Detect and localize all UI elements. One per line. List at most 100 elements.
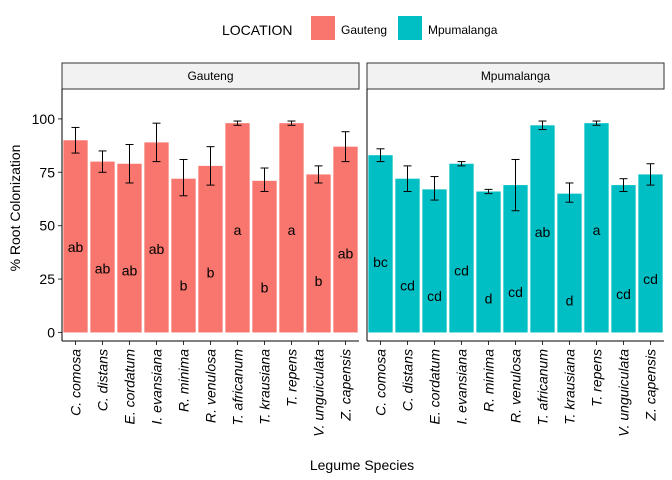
significance-letter: b <box>315 273 323 289</box>
bar <box>584 123 609 333</box>
bar <box>252 180 277 333</box>
legend: LOCATION Gauteng Mpumalanga <box>222 16 498 40</box>
significance-letter: ab <box>68 239 84 255</box>
bar <box>63 140 88 333</box>
bar <box>279 123 304 333</box>
y-tick-label: 100 <box>32 111 56 127</box>
y-tick-label: 25 <box>39 271 55 287</box>
x-tick-label: R. venulosa <box>508 349 524 423</box>
x-tick-label: Z. capensis <box>338 349 354 422</box>
error-bar <box>376 148 385 163</box>
facet-strip-label: Gauteng <box>187 69 233 83</box>
significance-letter: ab <box>95 260 111 276</box>
bar <box>449 163 474 333</box>
significance-letter: cd <box>616 286 631 302</box>
bar <box>198 165 223 333</box>
bar <box>171 178 196 333</box>
error-bar <box>646 163 655 186</box>
significance-letter: d <box>566 292 574 308</box>
x-tick-label: V. unguiculata <box>311 349 327 437</box>
legend-swatch-mpumalanga <box>398 16 422 40</box>
significance-letter: ab <box>149 241 165 257</box>
y-tick-label: 50 <box>39 218 55 234</box>
bar <box>476 191 501 333</box>
significance-letter: a <box>288 222 296 238</box>
x-tick-label: C. distans <box>400 349 416 411</box>
significance-letter: cd <box>643 271 658 287</box>
x-tick-label: T. repens <box>284 349 300 407</box>
legend-swatch-gauteng <box>311 16 335 40</box>
bar <box>117 163 142 333</box>
significance-letter: cd <box>508 284 523 300</box>
error-bar <box>565 182 574 203</box>
bar <box>530 125 555 333</box>
error-bar <box>592 120 601 126</box>
error-bar <box>403 165 412 193</box>
x-tick-label: C. comosa <box>373 349 389 416</box>
facet-strip <box>61 62 360 90</box>
significance-letter: ab <box>338 245 354 261</box>
error-bar <box>152 122 161 163</box>
y-tick-label: 75 <box>39 164 55 180</box>
bar <box>225 123 250 333</box>
y-axis-title: % Root Colonization <box>7 145 23 272</box>
bar <box>306 174 331 333</box>
error-bar <box>206 146 215 186</box>
x-tick-label: R. minima <box>481 349 497 412</box>
error-bar <box>98 150 107 173</box>
bar <box>422 189 447 333</box>
bar <box>368 155 393 333</box>
legend-label-mpumalanga: Mpumalanga <box>428 23 498 37</box>
x-tick-label: R. minima <box>176 349 192 412</box>
error-bar <box>287 120 296 126</box>
significance-letter: cd <box>400 277 415 293</box>
error-bar <box>71 126 80 154</box>
x-tick-label: C. comosa <box>68 349 84 416</box>
x-tick-label: T. africanum <box>230 349 246 426</box>
bar <box>144 142 169 333</box>
error-bar <box>179 158 188 197</box>
y-axis: 0 25 50 75 100 <box>32 111 62 340</box>
significance-letter: d <box>485 290 493 306</box>
error-bar <box>511 158 520 212</box>
error-bar <box>619 178 628 193</box>
significance-letter: cd <box>427 288 442 304</box>
x-tick-label: T. krausiana <box>562 349 578 425</box>
error-bar <box>484 188 493 195</box>
significance-letter: bc <box>373 254 388 270</box>
bar <box>611 185 636 333</box>
error-bar <box>341 131 350 163</box>
x-tick-label: T. krausiana <box>257 349 273 425</box>
significance-letter: ab <box>122 263 138 279</box>
significance-letter: a <box>234 222 242 238</box>
bar <box>333 146 358 333</box>
x-tick-label: T. repens <box>589 349 605 407</box>
significance-letter: b <box>207 265 215 281</box>
error-bar <box>314 165 323 184</box>
x-tick-label: R. venulosa <box>203 349 219 423</box>
x-tick-label: T. africanum <box>535 349 551 426</box>
significance-letter: cd <box>454 263 469 279</box>
error-bar <box>538 120 547 131</box>
y-tick-label: 0 <box>47 324 55 340</box>
error-bar <box>457 161 466 167</box>
legend-label-gauteng: Gauteng <box>341 23 387 37</box>
bar <box>395 178 420 333</box>
x-tick-label: V. unguiculata <box>616 349 632 437</box>
error-bar <box>430 176 439 201</box>
significance-letter: ab <box>535 224 551 240</box>
x-tick-label: Z. capensis <box>643 349 659 422</box>
bar <box>638 174 663 333</box>
error-bar <box>260 167 269 193</box>
error-bar <box>233 120 242 126</box>
x-tick-label: E. cordatum <box>122 349 138 425</box>
bar <box>557 193 582 333</box>
x-axis-title: Legume Species <box>310 457 414 473</box>
facet-panel-mpumalanga: Mpumalanga bc C. comosa cd C. distans cd E. co… <box>366 62 665 437</box>
legend-title: LOCATION <box>222 22 293 38</box>
x-tick-label: C. distans <box>95 349 111 411</box>
x-tick-label: I. evansiana <box>149 349 165 425</box>
